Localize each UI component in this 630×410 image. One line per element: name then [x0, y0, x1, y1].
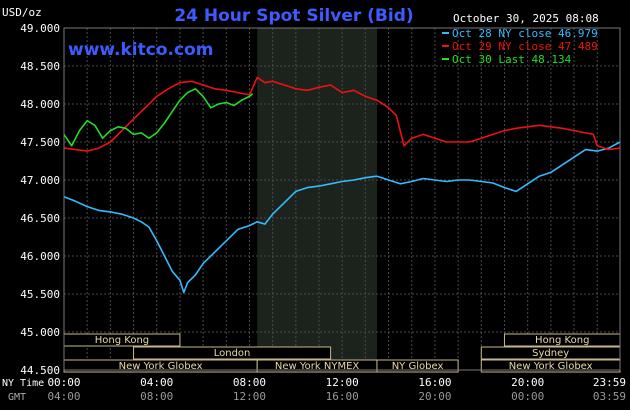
x-tick-gmt: 12:00: [233, 390, 266, 403]
y-tick-label: 47.500: [20, 136, 60, 149]
x-tick-ny: 08:00: [233, 376, 266, 389]
timestamp: October 30, 2025 08:08: [453, 12, 599, 25]
x-tick-ny: 16:00: [418, 376, 451, 389]
y-tick-label: 48.000: [20, 98, 60, 111]
y-tick-label: 46.500: [20, 212, 60, 225]
legend-entry: Oct 30 Last 48.134: [452, 53, 572, 66]
session-bar: NY Globex: [376, 359, 459, 373]
x-tick-ny: 00:00: [47, 376, 80, 389]
session-label: New York Globex: [509, 361, 593, 372]
y-tick-label: 48.500: [20, 60, 60, 73]
session-box: [376, 359, 459, 373]
session-label: New York NYMEX: [275, 361, 360, 372]
x-tick-gmt: 04:00: [47, 390, 80, 403]
legend-entry: Oct 29 NY close 47.489: [452, 40, 598, 53]
session-bar: Sydney: [480, 346, 621, 360]
x-tick-gmt: 20:00: [418, 390, 451, 403]
session-label: Hong Kong: [95, 335, 149, 346]
legend-entry: Oct 28 NY close 46.979: [452, 27, 598, 40]
chart-title: 24 Hour Spot Silver (Bid): [174, 6, 413, 26]
y-unit-label: USD/oz: [2, 6, 42, 19]
series-line: [63, 141, 621, 294]
session-bar: Hong Kong: [63, 333, 181, 347]
y-tick-label: 44.500: [20, 364, 60, 377]
session-label: London: [214, 348, 251, 359]
session-label: Hong Kong: [535, 335, 589, 346]
y-tick-label: 46.000: [20, 250, 60, 263]
plot-frame: [63, 27, 621, 371]
session-bar: Hong Kong: [503, 333, 621, 347]
x-tick-gmt: 03:59: [593, 390, 626, 403]
x-tick-ny: 04:00: [140, 376, 173, 389]
x-tick-gmt: 16:00: [326, 390, 359, 403]
x-axis-ny-label: NY Time: [2, 378, 44, 389]
x-tick-ny: 12:00: [326, 376, 359, 389]
session-label: NY Globex: [392, 361, 444, 372]
session-label: Sydney: [532, 348, 569, 359]
series-line: [63, 76, 621, 152]
session-bar: London: [133, 346, 332, 360]
x-tick-gmt: 00:00: [511, 390, 544, 403]
y-tick-label: 45.000: [20, 326, 60, 339]
x-axis-gmt-label: GMT: [8, 392, 26, 403]
session-label: New York Globex: [119, 361, 203, 372]
x-tick-ny: 23:59: [593, 376, 626, 389]
session-box: [133, 346, 332, 360]
nymex-session-band: [257, 28, 377, 370]
y-tick-label: 47.000: [20, 174, 60, 187]
y-tick-label: 49.000: [20, 22, 60, 35]
x-tick-gmt: 08:00: [140, 390, 173, 403]
x-tick-ny: 20:00: [511, 376, 544, 389]
series-line: [63, 88, 254, 147]
y-tick-label: 45.500: [20, 288, 60, 301]
website-link[interactable]: www.kitco.com: [68, 40, 213, 60]
